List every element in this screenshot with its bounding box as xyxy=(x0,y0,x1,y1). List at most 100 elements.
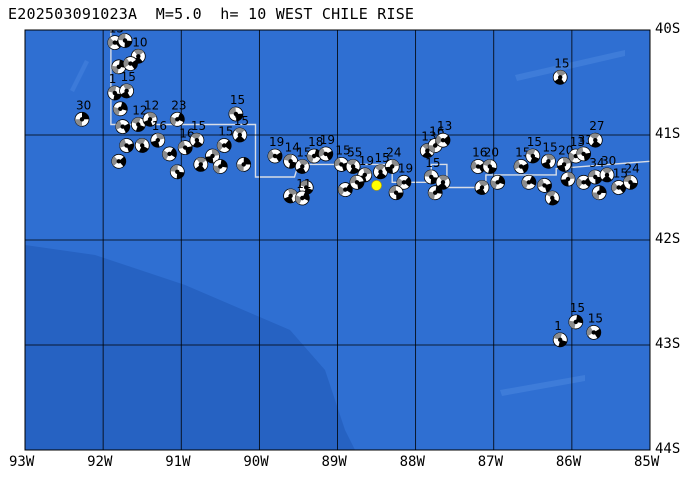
beachball-black-quadrant xyxy=(396,192,404,200)
focal-mechanism xyxy=(283,188,299,204)
beachball-center xyxy=(343,187,348,192)
beachball-center xyxy=(155,137,161,143)
focal-mechanism xyxy=(521,174,537,190)
focal-mechanism xyxy=(294,159,310,174)
beachball-center xyxy=(241,162,246,167)
focal-mechanism xyxy=(435,174,451,190)
beachball-center xyxy=(550,195,555,201)
beachball-black-quadrant xyxy=(118,156,126,167)
focal-mechanism xyxy=(345,159,361,174)
depth-label: 55 xyxy=(347,146,362,160)
beachball-grey-quadrant xyxy=(478,180,489,188)
beachball-center xyxy=(124,143,129,148)
beachball-center xyxy=(558,75,563,80)
beachball-center xyxy=(116,159,122,164)
beachball-black-quadrant xyxy=(275,152,282,162)
focal-mechanism xyxy=(384,159,400,174)
depth-label: 24 xyxy=(386,146,401,160)
depth-label: 15 xyxy=(191,119,206,133)
beachball-grey-quadrant xyxy=(389,185,397,193)
beachball-center xyxy=(120,124,125,129)
beachball-center xyxy=(304,185,309,190)
bathymetry-streak xyxy=(70,60,89,92)
focal-mechanism xyxy=(388,185,404,201)
depth-label: 19 xyxy=(359,154,374,168)
beachball-grey-quadrant xyxy=(236,164,244,172)
beachball-center xyxy=(175,169,180,175)
beachball-center xyxy=(311,153,317,159)
beachball-black-quadrant xyxy=(224,140,232,150)
depth-label: 15 xyxy=(230,93,245,107)
beachball-center xyxy=(604,172,610,178)
focal-mechanism xyxy=(123,56,138,71)
depth-label: 24 xyxy=(625,161,640,175)
beachball-black-quadrant xyxy=(590,140,601,148)
beachball-black-quadrant xyxy=(169,147,177,158)
depth-label: 1 xyxy=(554,319,562,333)
focal-mechanism xyxy=(373,164,388,180)
beachball-black-quadrant xyxy=(192,140,203,148)
beachball-center xyxy=(272,153,278,159)
focal-mechanism xyxy=(74,111,90,127)
depth-label: 13 xyxy=(570,135,585,149)
beachball-center xyxy=(175,117,180,122)
depth-label: 20 xyxy=(484,146,499,160)
beachball-center xyxy=(147,117,153,122)
lat-label: 42S xyxy=(655,231,681,247)
beachball-black-quadrant xyxy=(82,112,89,120)
beachball-center xyxy=(378,169,383,175)
beachball-center xyxy=(198,162,204,167)
depth-label: 15 xyxy=(335,143,350,157)
lat-label: 44S xyxy=(655,441,681,457)
beachball-center xyxy=(218,164,223,169)
focal-mechanism xyxy=(435,132,451,148)
focal-mechanism xyxy=(552,332,568,348)
focal-mechanism xyxy=(134,138,150,153)
focal-mechanism xyxy=(427,185,443,201)
depth-label: 16 xyxy=(472,146,487,160)
beachball-center xyxy=(593,174,598,180)
lon-label: 89W xyxy=(321,454,347,470)
focal-mechanism xyxy=(396,174,412,190)
beachball-center xyxy=(475,164,481,169)
focal-mechanism xyxy=(556,156,572,172)
depth-label: 15 xyxy=(375,151,390,165)
beachball-black-quadrant xyxy=(345,183,353,194)
focal-mechanism xyxy=(611,180,627,195)
beachball-grey-quadrant xyxy=(586,326,594,337)
focal-mechanism xyxy=(525,148,541,164)
beachball-center xyxy=(288,193,293,199)
beachball-black-quadrant xyxy=(376,171,387,179)
depth-label: 19 xyxy=(320,133,335,147)
beachball-black-quadrant xyxy=(124,40,132,48)
beachball-center xyxy=(221,143,227,148)
beachball-black-quadrant xyxy=(403,177,411,187)
beachball-center xyxy=(116,64,122,70)
focal-mechanism xyxy=(130,117,146,132)
map-frame xyxy=(24,29,651,451)
lon-label: 87W xyxy=(477,454,504,470)
beachball-grey-quadrant xyxy=(268,150,275,160)
focal-mechanism xyxy=(228,106,244,122)
beachball-black-quadrant xyxy=(599,185,607,194)
beachball-center xyxy=(628,180,633,185)
focal-mechanism xyxy=(623,174,638,190)
depth-label: 15 xyxy=(542,140,557,154)
focal-mechanism xyxy=(513,159,529,174)
beachball-grey-quadrant xyxy=(122,83,133,91)
beachball-grey-quadrant xyxy=(228,107,236,115)
beachball-center xyxy=(362,172,367,178)
bathymetry-streak xyxy=(515,50,625,81)
beachball-center xyxy=(128,61,133,66)
lon-label: 88W xyxy=(399,454,425,470)
beachball-center xyxy=(288,159,293,164)
depth-label: 16 xyxy=(152,119,167,133)
beachball-black-quadrant xyxy=(243,157,251,165)
depth-label: 12 xyxy=(144,98,159,112)
depth-label: 15 xyxy=(570,301,585,315)
beachball-center xyxy=(233,111,239,117)
beachball-center xyxy=(518,164,524,169)
beachball-center xyxy=(79,117,85,122)
